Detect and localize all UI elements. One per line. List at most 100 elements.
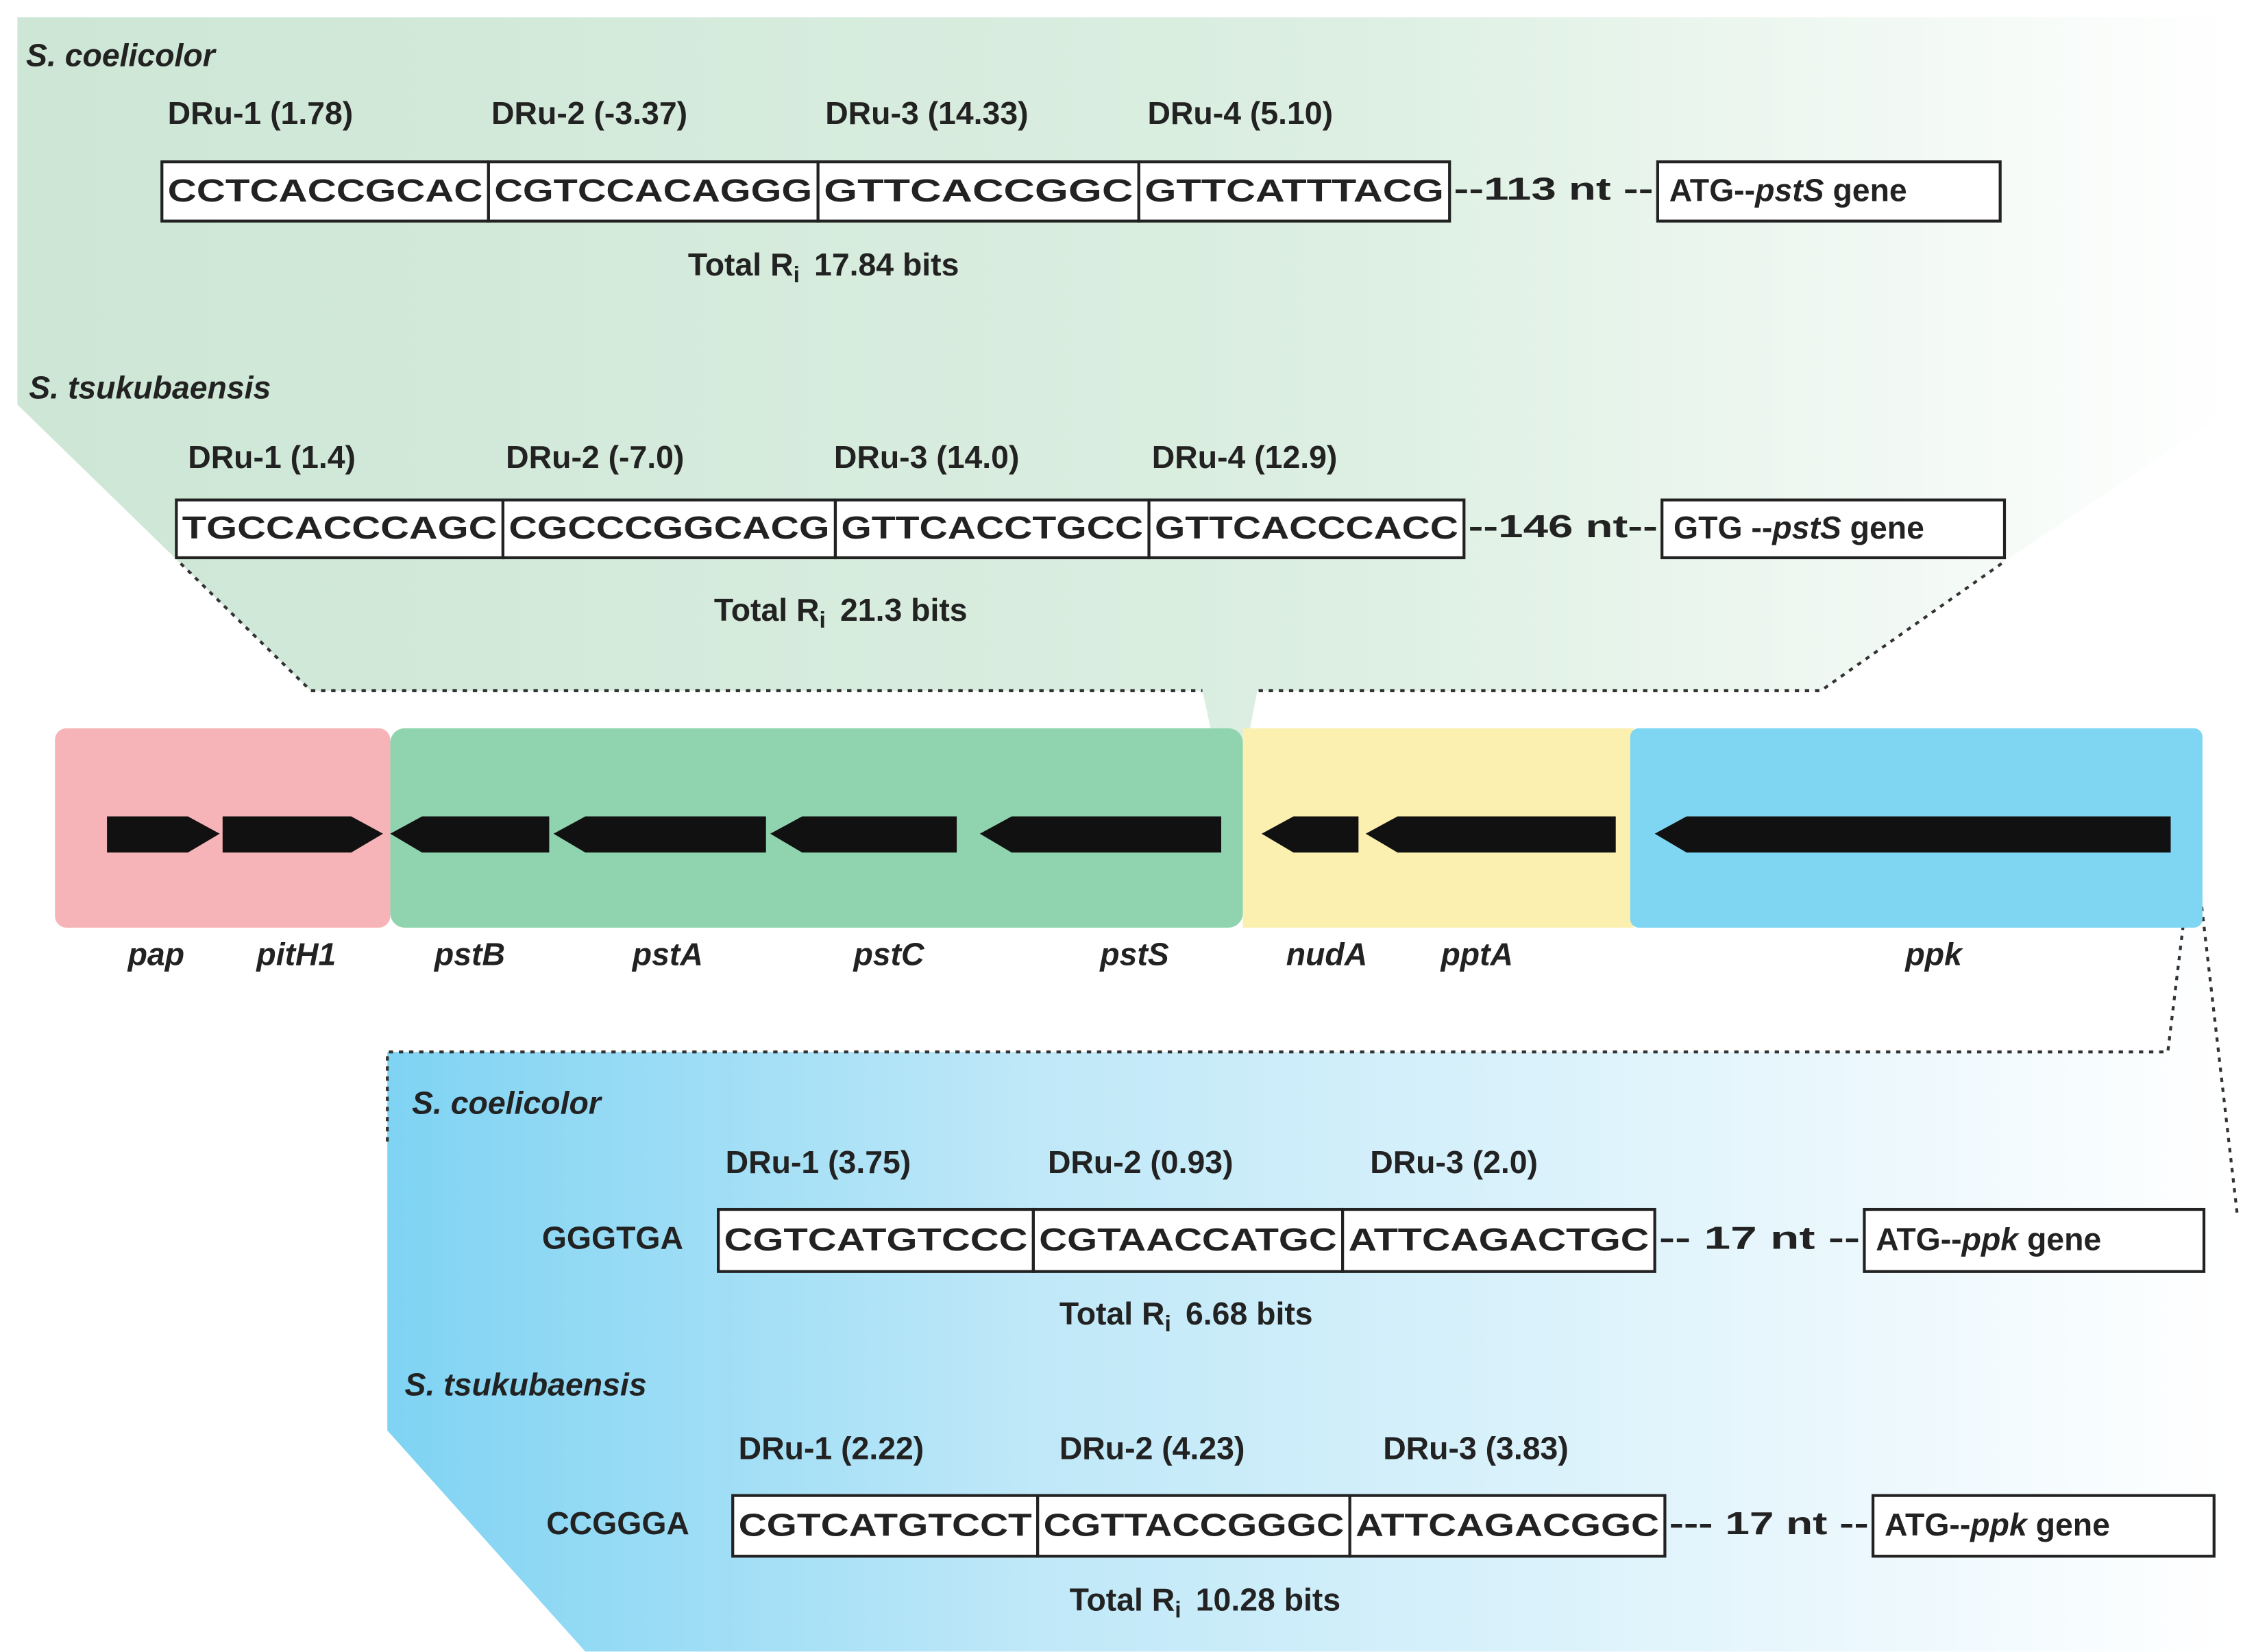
dru-label: DRu-1 (2.22) — [739, 1430, 924, 1466]
total-pre: Total R — [688, 247, 794, 282]
gene-label: pstB — [433, 936, 505, 972]
seq-box — [717, 1207, 1035, 1273]
total-ri: Total Ri 10.28 bits — [1070, 1582, 1341, 1623]
seq-box — [1036, 1494, 1351, 1558]
dru-label: DRu-4 (5.10) — [1147, 95, 1333, 131]
start-box — [1656, 160, 2002, 223]
spacer-label: --- 17 nt -- — [1669, 1505, 1869, 1541]
dru-label: DRu-2 (0.93) — [1048, 1144, 1234, 1180]
seq-box — [1147, 498, 1466, 560]
start-box — [1863, 1207, 2206, 1273]
start-post: gene — [2027, 1507, 2110, 1542]
start-codon: ATG--ppk gene — [1876, 1222, 2101, 1257]
species-name: S. coelicolor — [412, 1085, 603, 1120]
total-post: 21.3 bits — [840, 592, 968, 628]
gene-arrow — [1262, 816, 1359, 853]
dru-seq: TGCCACCCAGC — [182, 510, 498, 545]
total-sub: i — [1175, 1596, 1181, 1623]
pst-zoom-region — [17, 17, 2238, 824]
dru-seq: CGTCCACAGGG — [494, 173, 812, 208]
seq-box — [1341, 1207, 1656, 1273]
dru-seq: ATTCAGACGGC — [1356, 1507, 1659, 1542]
dru-label: DRu-1 (1.78) — [168, 95, 354, 131]
seq-box — [731, 1494, 1040, 1558]
start-pre: ATG-- — [1669, 173, 1755, 208]
seq-box — [816, 160, 1140, 223]
dru-label: DRu-3 (14.0) — [834, 439, 1020, 475]
dru-label: DRu-4 (12.9) — [1152, 439, 1338, 475]
total-pre: Total R — [1070, 1582, 1175, 1618]
start-box — [1871, 1494, 2216, 1558]
spacer-label: --113 nt -- — [1454, 171, 1654, 207]
upstream-seq: CCGGGA — [546, 1505, 689, 1541]
gene-label: nudA — [1286, 936, 1367, 972]
zoom-line — [1257, 562, 2002, 693]
gene-arrow — [1654, 816, 2171, 853]
gene-arrow — [770, 816, 957, 853]
total-sub: i — [794, 262, 800, 288]
species-name: S. tsukubaensis — [405, 1367, 647, 1403]
gene-label: pitH1 — [255, 936, 336, 972]
dru-seq: ATTCAGACTGC — [1349, 1222, 1650, 1257]
total-ri: Total Ri 17.84 bits — [688, 247, 959, 287]
gene-arrow — [553, 816, 766, 853]
total-pre: Total R — [714, 592, 820, 628]
gene-name: ppk — [1961, 1222, 2020, 1257]
dru-label: DRu-2 (4.23) — [1059, 1430, 1245, 1466]
start-box — [1660, 498, 2007, 560]
dru-seq: CGCCCGGCACG — [508, 510, 829, 545]
seq-box — [501, 498, 837, 560]
gene-name: pstS — [1754, 173, 1824, 208]
seq-box — [1137, 160, 1451, 223]
total-ri: Total Ri 21.3 bits — [714, 592, 968, 632]
dru-seq: GTTCACCTGCC — [841, 510, 1143, 545]
dru-label: DRu-1 (3.75) — [726, 1144, 911, 1180]
start-pre: GTG -- — [1674, 510, 1772, 545]
start-codon: ATG--ppk gene — [1885, 1507, 2110, 1542]
start-codon: GTG --pstS gene — [1674, 510, 1924, 545]
dru-seq: CGTTACCGGGC — [1044, 1507, 1345, 1542]
gene-arrow — [107, 816, 220, 853]
gene-name: pstS — [1771, 510, 1841, 545]
start-post: gene — [1841, 510, 1924, 545]
total-post: 17.84 bits — [814, 247, 959, 282]
gene-arrow — [222, 816, 383, 853]
species-name: S. coelicolor — [26, 38, 217, 73]
spacer-label: -- 17 nt -- — [1659, 1220, 1860, 1256]
start-post: gene — [2018, 1222, 2101, 1257]
dru-label: DRu-3 (2.0) — [1370, 1144, 1538, 1180]
dru-label: DRu-2 (-7.0) — [506, 439, 684, 475]
seq-box — [1031, 1207, 1345, 1273]
total-ri: Total Ri 6.68 bits — [1059, 1296, 1313, 1336]
gene-label: pstS — [1099, 936, 1169, 972]
gene-arrow — [1365, 816, 1616, 853]
dru-seq: CGTCATGTCCT — [739, 1507, 1032, 1542]
total-pre: Total R — [1059, 1296, 1165, 1331]
gene-name: ppk — [1969, 1507, 2028, 1542]
dru-label: DRu-2 (-3.37) — [491, 95, 687, 131]
gene-label: pstA — [631, 936, 703, 972]
dru-label: DRu-3 (3.83) — [1383, 1430, 1569, 1466]
start-codon: ATG--pstS gene — [1669, 173, 1907, 208]
total-sub: i — [820, 607, 826, 633]
gene-label: pap — [127, 936, 184, 972]
species-name: S. tsukubaensis — [29, 370, 271, 406]
gene-arrow — [979, 816, 1222, 853]
dru-seq: GTTCACCCACC — [1155, 510, 1458, 545]
start-post: gene — [1824, 173, 1907, 208]
total-post: 6.68 bits — [1186, 1296, 1313, 1331]
gene-arrow — [390, 816, 550, 853]
dru-seq: CGTAACCATGC — [1039, 1222, 1336, 1257]
dru-label: DRu-1 (1.4) — [188, 439, 356, 475]
upstream-seq: GGGTGA — [542, 1220, 683, 1256]
dru-seq: GTTCACCGGC — [824, 173, 1133, 208]
dru-label: DRu-3 (14.33) — [825, 95, 1028, 131]
spacer-label: --146 nt-- — [1469, 508, 1658, 544]
total-sub: i — [1165, 1311, 1171, 1337]
gene-label: pptA — [1439, 936, 1513, 972]
seq-box — [175, 498, 505, 560]
gene-label: pstC — [852, 936, 925, 972]
dru-seq: CCTCACCGCAC — [168, 173, 483, 208]
